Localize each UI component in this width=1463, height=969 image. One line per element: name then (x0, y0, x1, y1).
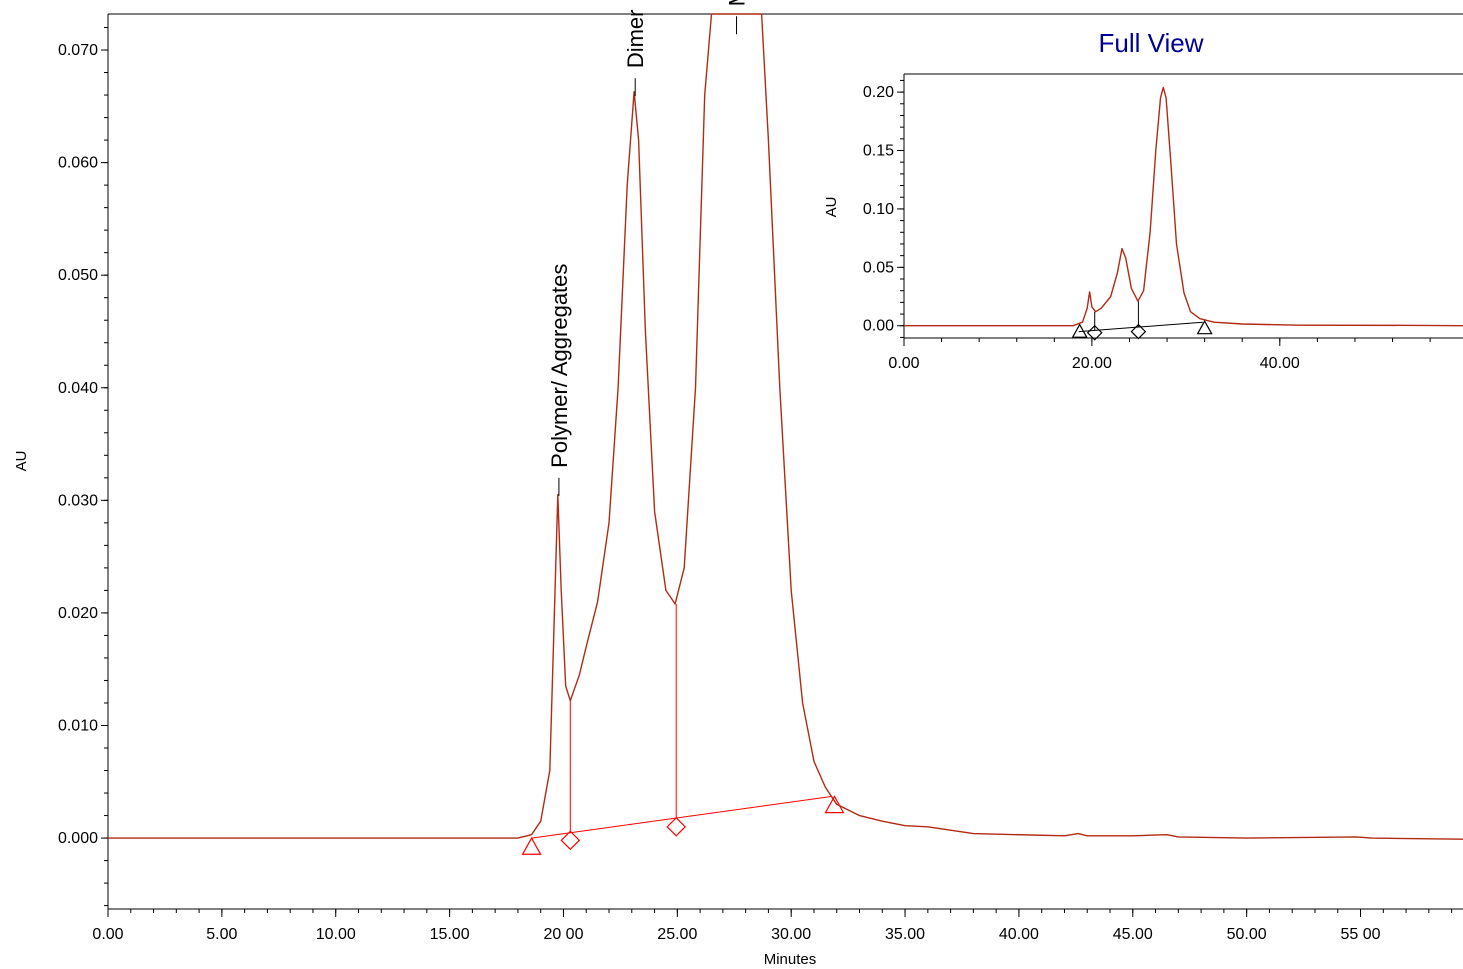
inset-triangle-marker (1196, 319, 1213, 335)
main-x-tick-label: 5.00 (206, 926, 237, 943)
inset-title: Full View (1098, 28, 1203, 58)
main-x-tick-label: 45.00 (1113, 926, 1153, 943)
main-integration-marks (521, 603, 845, 855)
main-y-tick-label: 0.060 (58, 155, 98, 172)
peak-annotations: Polymer/ Aggregates Dimer Monome (547, 0, 750, 496)
inset-background (904, 74, 1463, 338)
inset-y-tick-label: 0.15 (863, 143, 894, 160)
inset-x-tick-label: 0.00 (888, 355, 919, 372)
inset-y-tick-label: 0.10 (863, 201, 894, 218)
main-x-tick-label: 55 00 (1340, 926, 1380, 943)
main-diamond-marker (666, 816, 687, 837)
main-y-ticks: 0.000 0.010 0.020 0.030 0.040 0.050 0.060 0.070 (58, 27, 108, 907)
inset-plot: 0.00 0.05 0.10 0.15 0.20 0.00 20.00 40.00 Full… (823, 28, 1463, 372)
main-y-tick-label: 0.030 (58, 492, 98, 509)
inset-y-ticks: 0.00 0.05 0.10 0.15 0.20 (863, 79, 904, 338)
main-triangle-marker (521, 836, 542, 855)
main-y-tick-label: 0.000 (58, 830, 98, 847)
inset-x-tick-label: 20.00 (1072, 355, 1112, 372)
main-diamond-marker (560, 830, 581, 851)
peak-label: Dimer (623, 9, 648, 68)
main-trace-line (108, 13, 1463, 840)
peak-label: Monome (725, 0, 750, 6)
inset-x-ticks: 0.00 20.00 40.00 (888, 338, 1431, 372)
main-y-axis-label: AU (13, 451, 30, 472)
main-x-tick-label: 30.00 (771, 926, 811, 943)
inset-diamond-marker (1086, 324, 1103, 341)
main-y-tick-label: 0.050 (58, 267, 98, 284)
main-x-tick-label: 50.00 (1227, 926, 1267, 943)
main-y-tick-label: 0.010 (58, 717, 98, 734)
main-y-tick-label: 0.040 (58, 380, 98, 397)
main-x-tick-label: 20 00 (543, 926, 583, 943)
inset-y-tick-label: 0.20 (863, 84, 894, 101)
main-triangle-marker (824, 795, 845, 814)
inset-trace-line (904, 86, 1463, 327)
peak-label: Polymer/ Aggregates (547, 264, 572, 468)
main-trace-group (108, 13, 1463, 840)
main-x-tick-label: 0.00 (92, 926, 123, 943)
main-baseline (531, 795, 833, 839)
inset-trace-group (904, 86, 1463, 327)
inset-triangle-marker (1071, 323, 1088, 338)
inset-diamond-marker (1130, 323, 1147, 340)
inset-integration-marks (1071, 301, 1213, 341)
main-y-tick-label: 0.070 (58, 42, 98, 59)
inset-x-tick-label: 40.00 (1260, 355, 1300, 372)
inset-y-axis-label: AU (823, 197, 840, 218)
main-x-tick-label: 15.00 (430, 926, 470, 943)
main-x-tick-label: 10.00 (316, 926, 356, 943)
main-x-axis-label: Minutes (764, 951, 817, 968)
inset-y-tick-label: 0.05 (863, 259, 894, 276)
main-y-tick-label: 0.020 (58, 605, 98, 622)
main-x-ticks: 0.00 5.00 10.00 15.00 20 00 25.00 30.00 35.00 40… (92, 909, 1453, 943)
main-x-tick-label: 40.00 (999, 926, 1039, 943)
main-x-tick-label: 35.00 (885, 926, 925, 943)
inset-y-tick-label: 0.00 (863, 318, 894, 335)
main-x-tick-label: 25.00 (657, 926, 697, 943)
main-plot: 0.000 0.010 0.020 0.030 0.040 0.050 0.060 0.070… (13, 0, 1463, 968)
